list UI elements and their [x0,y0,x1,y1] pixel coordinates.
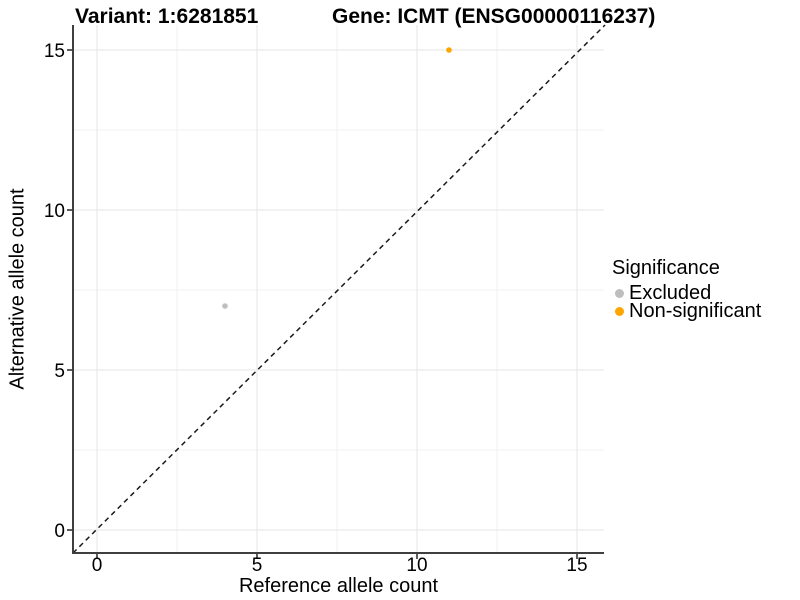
x-tick-label: 15 [566,555,587,576]
legend-dot-icon [615,306,624,316]
legend-items: Excluded Non-significant [612,281,762,322]
x-tick-label: 5 [252,555,263,576]
identity-line [72,24,606,554]
y-tick-label: 10 [44,201,65,222]
data-point-excluded [222,303,228,309]
legend-item-non-significant: Non-significant [612,299,762,322]
data-point-non-significant [446,47,452,53]
y-tick-label: 5 [54,361,65,382]
legend-dot-icon [615,288,624,298]
legend-title: Significance [612,257,720,279]
legend-item-label: Non-significant [629,299,762,322]
x-tick-label: 10 [406,555,427,576]
plot-title-variant: Variant: 1:6281851 [75,5,259,28]
legend: Significance Excluded Non-significant [612,257,762,322]
plot-title-gene: Gene: ICMT (ENSG00000116237) [332,5,656,28]
x-tick-label: 0 [92,555,103,576]
y-tick-label: 15 [44,41,65,62]
x-axis-title: Reference allele count [238,575,438,597]
legend-item-label: Excluded [629,281,712,304]
legend-item-excluded: Excluded [612,281,761,304]
y-tick-label: 0 [54,521,65,542]
